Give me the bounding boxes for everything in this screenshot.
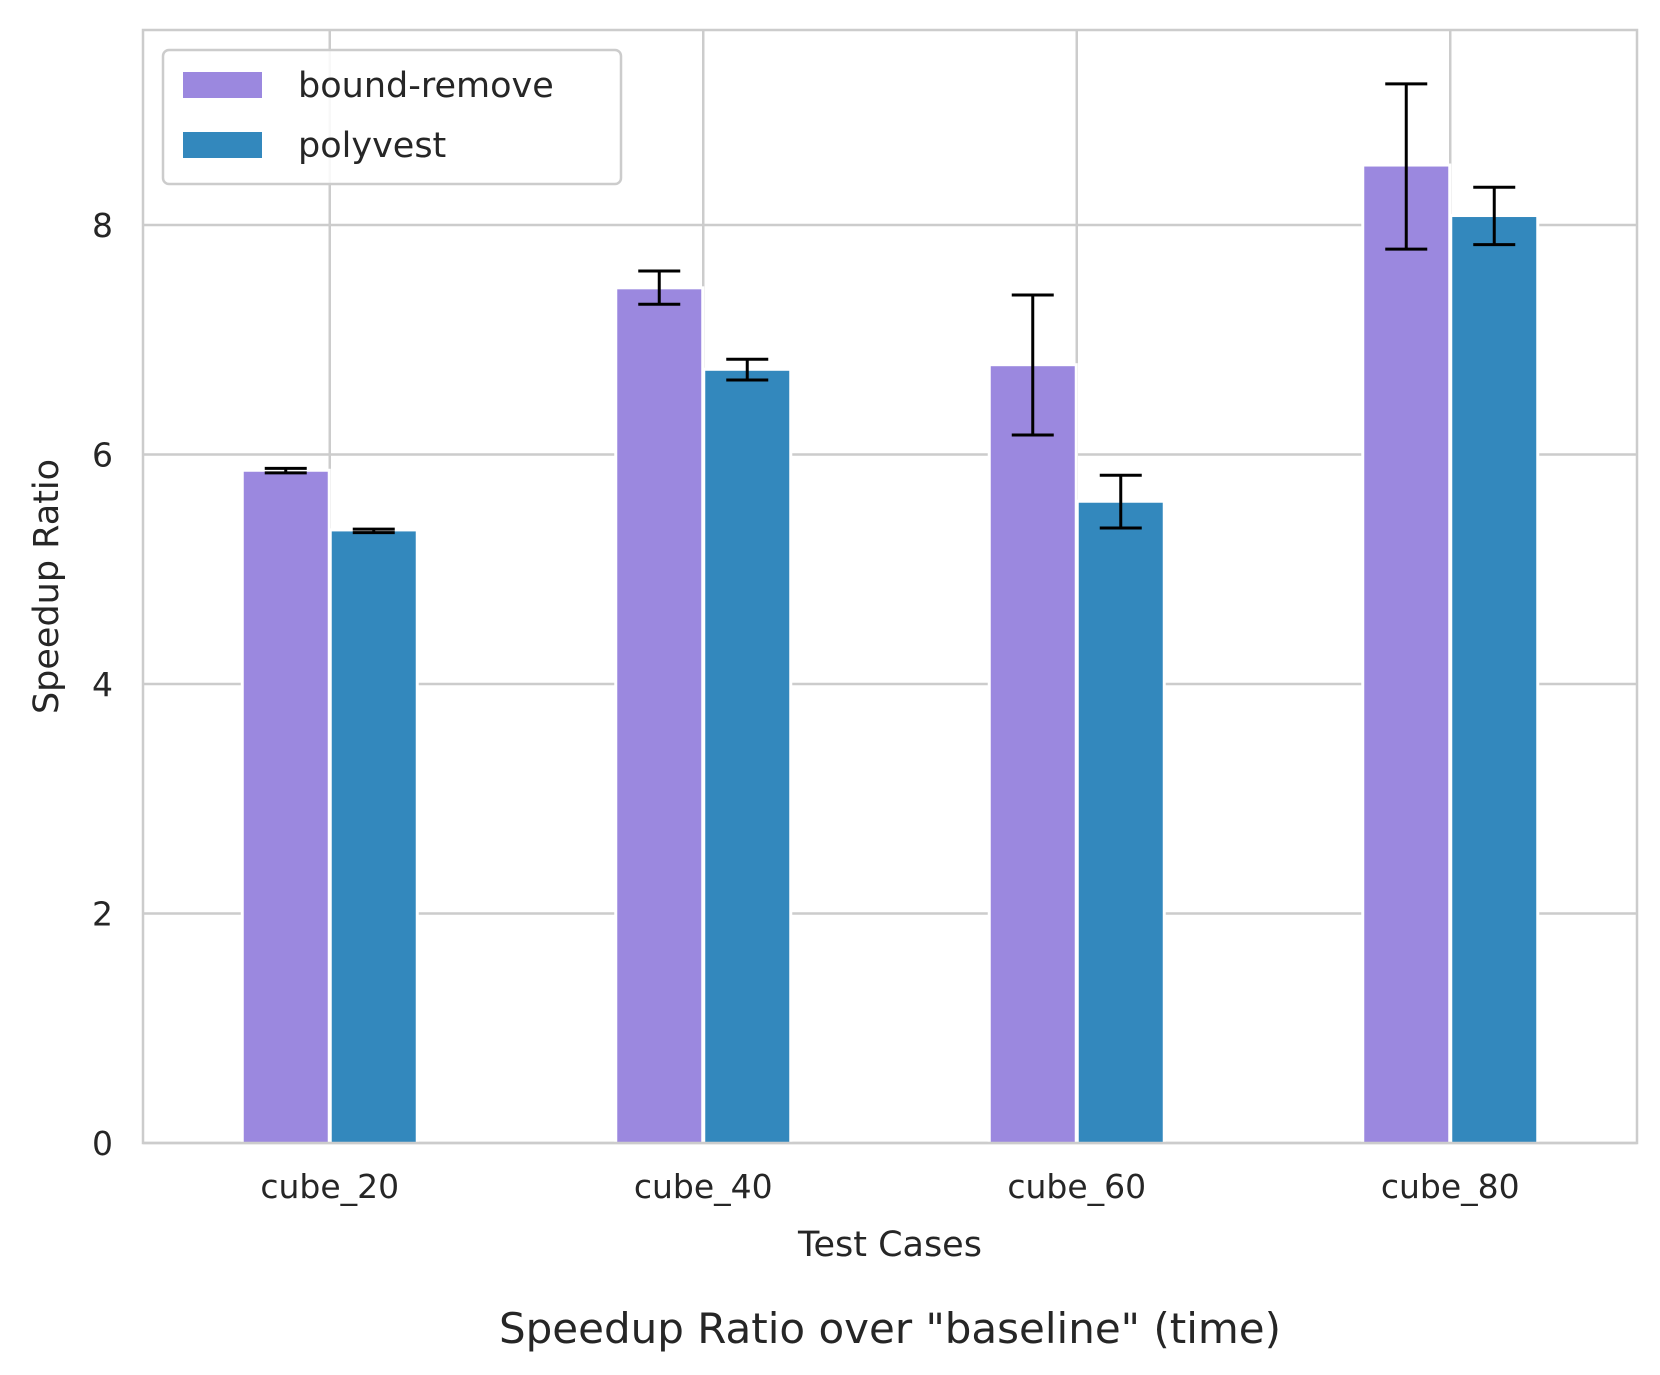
bar-bound-remove-cube_40	[617, 289, 702, 1144]
y-tick-label: 6	[92, 436, 113, 475]
plot-frame	[141, 28, 1639, 1145]
legend-swatch-polyvest	[183, 132, 262, 158]
x-tick-label: cube_40	[634, 1167, 773, 1206]
bar-bound-remove-cube_80	[1364, 166, 1449, 1143]
x-axis-label: Test Cases	[797, 1225, 982, 1265]
legend-label-polyvest: polyvest	[298, 126, 446, 166]
y-axis-label: Speedup Ratio	[27, 459, 67, 714]
x-tick-label: cube_60	[1007, 1167, 1146, 1206]
y-tick-label: 8	[92, 206, 113, 245]
y-tick-label: 0	[92, 1124, 113, 1163]
error-bars	[264, 82, 1516, 535]
bar-polyvest-cube_60	[1078, 502, 1163, 1143]
bar-bound-remove-cube_60	[990, 366, 1075, 1144]
bar-polyvest-cube_80	[1452, 217, 1537, 1143]
y-tick-labels: 0 2 4 6 8	[92, 206, 113, 1163]
legend-swatch-bound-remove	[183, 72, 262, 98]
x-tick-labels: cube_20 cube_40 cube_60 cube_80	[260, 1167, 1519, 1206]
x-tick-label: cube_80	[1381, 1167, 1520, 1206]
bar-bound-remove-cube_20	[243, 471, 328, 1144]
legend-box	[161, 48, 623, 186]
legend: bound-remove polyvest	[161, 48, 623, 186]
bars	[240, 163, 1540, 1144]
x-tick-label: cube_20	[260, 1167, 399, 1206]
y-tick-label: 2	[92, 895, 113, 934]
bar-polyvest-cube_20	[331, 531, 416, 1143]
y-tick-label: 4	[92, 665, 113, 704]
chart-title: Speedup Ratio over "baseline" (time)	[499, 1304, 1281, 1353]
legend-label-bound-remove: bound-remove	[298, 66, 554, 106]
bar-polyvest-cube_40	[705, 370, 790, 1143]
